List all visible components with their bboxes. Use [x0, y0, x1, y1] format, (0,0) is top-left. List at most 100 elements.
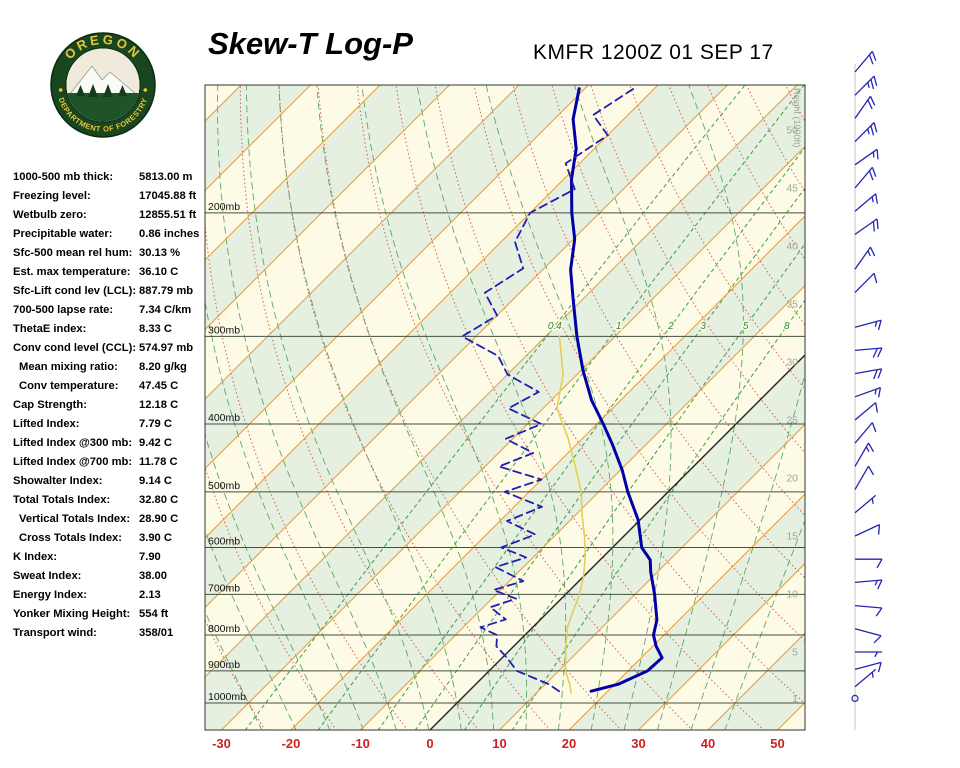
stat-label: Freezing level:: [13, 189, 91, 202]
stat-value: 3.90 C: [139, 531, 172, 544]
svg-text:25: 25: [786, 415, 798, 427]
stat-value: 47.45 C: [139, 379, 179, 392]
svg-text:40: 40: [701, 736, 715, 751]
stat-label: 1000-500 mb thick:: [13, 170, 114, 183]
svg-text:-20: -20: [282, 736, 301, 751]
stat-value: 32.80 C: [139, 493, 179, 506]
stat-label: Cross Totals Index:: [19, 531, 122, 544]
svg-text:50: 50: [770, 736, 784, 751]
stat-row: Lifted Index: 7.79 C: [13, 414, 218, 433]
svg-text:-10: -10: [351, 736, 370, 751]
svg-text:0: 0: [426, 736, 433, 751]
svg-text:40: 40: [786, 241, 798, 253]
stat-value: 30.13 %: [139, 246, 181, 259]
stats-panel: 1000-500 mb thick: 5813.00 m Freezing leve…: [13, 167, 218, 642]
stat-value: 8.20 g/kg: [139, 360, 187, 373]
stat-label: Conv temperature:: [19, 379, 119, 392]
stat-value: 38.00: [139, 569, 167, 582]
svg-text:1000mb: 1000mb: [208, 691, 246, 703]
stat-row: Transport wind: 358/01: [13, 623, 218, 642]
stat-label: Cap Strength:: [13, 398, 87, 411]
svg-text:300mb: 300mb: [208, 324, 240, 336]
page-title: Skew-T Log-P: [208, 26, 413, 61]
svg-text:10: 10: [492, 736, 506, 751]
isotherm-bands: [205, 85, 805, 730]
svg-text:2: 2: [667, 321, 674, 332]
svg-text:10: 10: [786, 589, 798, 601]
stat-row: K Index: 7.90: [13, 547, 218, 566]
stat-label: Lifted Index @700 mb:: [13, 455, 133, 468]
stat-row: Sfc-500 mean rel hum: 30.13 %: [13, 243, 218, 262]
stat-row: Est. max temperature: 36.10 C: [13, 262, 218, 281]
stat-label: K Index:: [13, 550, 58, 563]
stat-value: 887.79 mb: [139, 284, 194, 297]
stat-row: Cap Strength: 12.18 C: [13, 395, 218, 414]
stat-value: 12855.51 ft: [139, 208, 197, 221]
svg-text:30: 30: [786, 357, 798, 369]
stat-row: Lifted Index @700 mb: 11.78 C: [13, 452, 218, 471]
stat-value: 28.90 C: [139, 512, 179, 525]
stat-label: Energy Index:: [13, 588, 87, 601]
svg-text:15: 15: [786, 531, 798, 543]
logo-star-right: [143, 88, 148, 92]
temperature-axis-labels: -30 -20 -10 0 10 20 30 40 50: [212, 736, 785, 751]
svg-text:8: 8: [784, 321, 790, 332]
station-datetime: KMFR 1200Z 01 SEP 17: [533, 41, 774, 64]
stat-label: Sfc-Lift cond lev (LCL):: [13, 284, 137, 297]
svg-text:500mb: 500mb: [208, 480, 240, 492]
logo-scene: [66, 48, 140, 122]
pressure-lines: [205, 212, 805, 704]
stat-value: 9.42 C: [139, 436, 172, 449]
stat-value: 358/01: [139, 626, 174, 639]
height-axis-title: Height (1000ft): [792, 88, 802, 148]
stat-row: Sfc-Lift cond lev (LCL): 887.79 mb: [13, 281, 218, 300]
stat-value: 12.18 C: [139, 398, 179, 411]
stat-value: 554 ft: [139, 607, 169, 620]
stat-row: Energy Index: 2.13: [13, 585, 218, 604]
odf-logo: OREGON DEPARTMENT OF FORESTRY: [50, 32, 156, 138]
stat-label: Precipitable water:: [13, 227, 113, 240]
stat-row: Cross Totals Index: 3.90 C: [13, 528, 218, 547]
stat-label: Est. max temperature:: [13, 265, 131, 278]
svg-text:400mb: 400mb: [208, 412, 240, 424]
stat-label: Total Totals Index:: [13, 493, 111, 506]
stat-row: Lifted Index @300 mb: 9.42 C: [13, 433, 218, 452]
stat-row: Showalter Index: 9.14 C: [13, 471, 218, 490]
svg-text:35: 35: [786, 299, 798, 311]
stat-label: Showalter Index:: [13, 474, 103, 487]
stat-row: Wetbulb zero: 12855.51 ft: [13, 205, 218, 224]
wetbulb-trace: [556, 335, 586, 694]
plot-border: [204, 84, 806, 731]
plot-area: 0.4 1 2 3 5 8: [205, 85, 805, 730]
stat-label: Lifted Index:: [13, 417, 80, 430]
stat-label: Conv cond level (CCL):: [13, 341, 137, 354]
svg-text:900mb: 900mb: [208, 659, 240, 671]
stat-value: 7.34 C/km: [139, 303, 192, 316]
stat-value: 17045.88 ft: [139, 189, 197, 202]
stat-row: Mean mixing ratio: 8.20 g/kg: [13, 357, 218, 376]
svg-text:20: 20: [562, 736, 576, 751]
stat-value: 574.97 mb: [139, 341, 194, 354]
stat-label: ThetaE index:: [13, 322, 87, 335]
isotherms: [205, 85, 805, 730]
stat-label: Yonker Mixing Height:: [13, 607, 131, 620]
svg-text:5: 5: [792, 647, 798, 659]
svg-text:5: 5: [743, 321, 749, 332]
odf-logo-graphic: OREGON DEPARTMENT OF FORESTRY: [50, 32, 156, 138]
pressure-labels: 200mb 300mb 400mb 500mb 600mb 700mb 800mb 900mb…: [208, 201, 246, 703]
stat-row: 1000-500 mb thick: 5813.00 m: [13, 167, 218, 186]
stat-value: 11.78 C: [139, 455, 178, 468]
svg-text:600mb: 600mb: [208, 536, 240, 548]
logo-trees: [76, 84, 127, 97]
stat-value: 9.14 C: [139, 474, 172, 487]
stat-row: Sweat Index: 38.00: [13, 566, 218, 585]
svg-text:20: 20: [786, 473, 798, 485]
logo-star-left: [58, 88, 63, 92]
stat-value: 5813.00 m: [139, 170, 193, 183]
stat-row: ThetaE index: 8.33 C: [13, 319, 218, 338]
svg-text:45: 45: [786, 183, 798, 195]
stat-row: Freezing level: 17045.88 ft: [13, 186, 218, 205]
stat-row: Vertical Totals Index: 28.90 C: [13, 509, 218, 528]
stat-row: 700-500 lapse rate: 7.34 C/km: [13, 300, 218, 319]
